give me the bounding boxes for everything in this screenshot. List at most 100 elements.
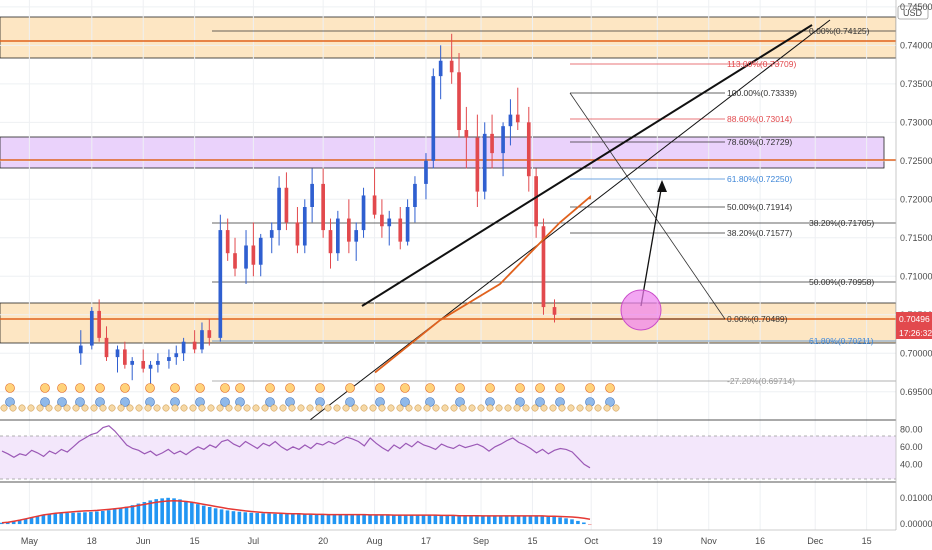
event-dividend-icon[interactable] [324,404,332,412]
event-flag-icon[interactable] [515,383,525,393]
event-dividend-icon[interactable] [576,404,584,412]
event-dividend-icon[interactable] [423,404,431,412]
event-dividend-icon[interactable] [387,404,395,412]
event-dividend-icon[interactable] [378,404,386,412]
event-dividend-icon[interactable] [342,404,350,412]
event-dividend-icon[interactable] [144,404,152,412]
event-dividend-icon[interactable] [243,404,251,412]
event-dividend-icon[interactable] [117,404,125,412]
event-dividend-icon[interactable] [333,404,341,412]
event-dividend-icon[interactable] [171,404,179,412]
event-dividend-icon[interactable] [612,404,620,412]
event-dot-icon[interactable] [345,397,355,407]
event-dividend-icon[interactable] [252,404,260,412]
event-dot-icon[interactable] [120,397,130,407]
event-dot-icon[interactable] [40,397,50,407]
event-dividend-icon[interactable] [450,404,458,412]
event-flag-icon[interactable] [425,383,435,393]
event-dividend-icon[interactable] [234,404,242,412]
event-flag-icon[interactable] [535,383,545,393]
event-dividend-icon[interactable] [369,404,377,412]
event-dividend-icon[interactable] [531,404,539,412]
event-dividend-icon[interactable] [9,404,17,412]
event-dot-icon[interactable] [75,397,85,407]
event-dividend-icon[interactable] [405,404,413,412]
event-dividend-icon[interactable] [225,404,233,412]
event-dividend-icon[interactable] [459,404,467,412]
event-flag-icon[interactable] [285,383,295,393]
event-flag-icon[interactable] [75,383,85,393]
event-flag-icon[interactable] [57,383,67,393]
events-layer[interactable] [0,383,620,412]
event-flag-icon[interactable] [485,383,495,393]
event-dividend-icon[interactable] [108,404,116,412]
event-dividend-icon[interactable] [468,404,476,412]
event-dividend-icon[interactable] [207,404,215,412]
event-flag-icon[interactable] [170,383,180,393]
event-dividend-icon[interactable] [189,404,197,412]
event-dividend-icon[interactable] [261,404,269,412]
event-dividend-icon[interactable] [90,404,98,412]
event-dividend-icon[interactable] [558,404,566,412]
event-dividend-icon[interactable] [603,404,611,412]
event-dividend-icon[interactable] [567,404,575,412]
event-dividend-icon[interactable] [486,404,494,412]
event-dividend-icon[interactable] [45,404,53,412]
event-dividend-icon[interactable] [198,404,206,412]
event-dividend-icon[interactable] [279,404,287,412]
event-dividend-icon[interactable] [27,404,35,412]
event-dividend-icon[interactable] [477,404,485,412]
event-flag-icon[interactable] [375,383,385,393]
currency-badge[interactable] [897,5,929,20]
event-dot-icon[interactable] [57,397,67,407]
event-flag-icon[interactable] [220,383,230,393]
event-dividend-icon[interactable] [153,404,161,412]
event-dividend-icon[interactable] [36,404,44,412]
event-flag-icon[interactable] [555,383,565,393]
event-dividend-icon[interactable] [81,404,89,412]
event-dividend-icon[interactable] [72,404,80,412]
event-dividend-icon[interactable] [549,404,557,412]
event-flag-icon[interactable] [265,383,275,393]
event-dividend-icon[interactable] [306,404,314,412]
event-dividend-icon[interactable] [216,404,224,412]
event-flag-icon[interactable] [315,383,325,393]
event-flag-icon[interactable] [5,383,15,393]
event-flag-icon[interactable] [145,383,155,393]
event-dividend-icon[interactable] [99,404,107,412]
event-flag-icon[interactable] [120,383,130,393]
event-flag-icon[interactable] [40,383,50,393]
event-dot-icon[interactable] [535,397,545,407]
event-dividend-icon[interactable] [54,404,62,412]
event-dividend-icon[interactable] [126,404,134,412]
event-dividend-icon[interactable] [162,404,170,412]
event-dot-icon[interactable] [220,397,230,407]
event-dividend-icon[interactable] [180,404,188,412]
event-flag-icon[interactable] [455,383,465,393]
event-flag-icon[interactable] [605,383,615,393]
event-dividend-icon[interactable] [270,404,278,412]
event-flag-icon[interactable] [195,383,205,393]
event-dividend-icon[interactable] [540,404,548,412]
event-dividend-icon[interactable] [585,404,593,412]
event-dividend-icon[interactable] [441,404,449,412]
event-dividend-icon[interactable] [135,404,143,412]
event-flag-icon[interactable] [95,383,105,393]
event-dividend-icon[interactable] [63,404,71,412]
event-dividend-icon[interactable] [297,404,305,412]
event-dividend-icon[interactable] [495,404,503,412]
event-dividend-icon[interactable] [522,404,530,412]
price-axis[interactable]: USD 0.74500 0.74000 0.73500 0.73000 0.72500 0… [895,0,932,550]
event-dividend-icon[interactable] [432,404,440,412]
event-dividend-icon[interactable] [396,404,404,412]
event-dividend-icon[interactable] [288,404,296,412]
time-axis[interactable]: May 18 Jun 15 Jul 20 Aug 17 Sep 15 Oct 19 Nov 16 Dec 15 [21,536,872,546]
event-flag-icon[interactable] [400,383,410,393]
event-dividend-icon[interactable] [18,404,26,412]
event-dividend-icon[interactable] [504,404,512,412]
event-dividend-icon[interactable] [513,404,521,412]
event-dividend-icon[interactable] [414,404,422,412]
event-flag-icon[interactable] [235,383,245,393]
event-flag-icon[interactable] [345,383,355,393]
event-dot-icon[interactable] [265,397,275,407]
